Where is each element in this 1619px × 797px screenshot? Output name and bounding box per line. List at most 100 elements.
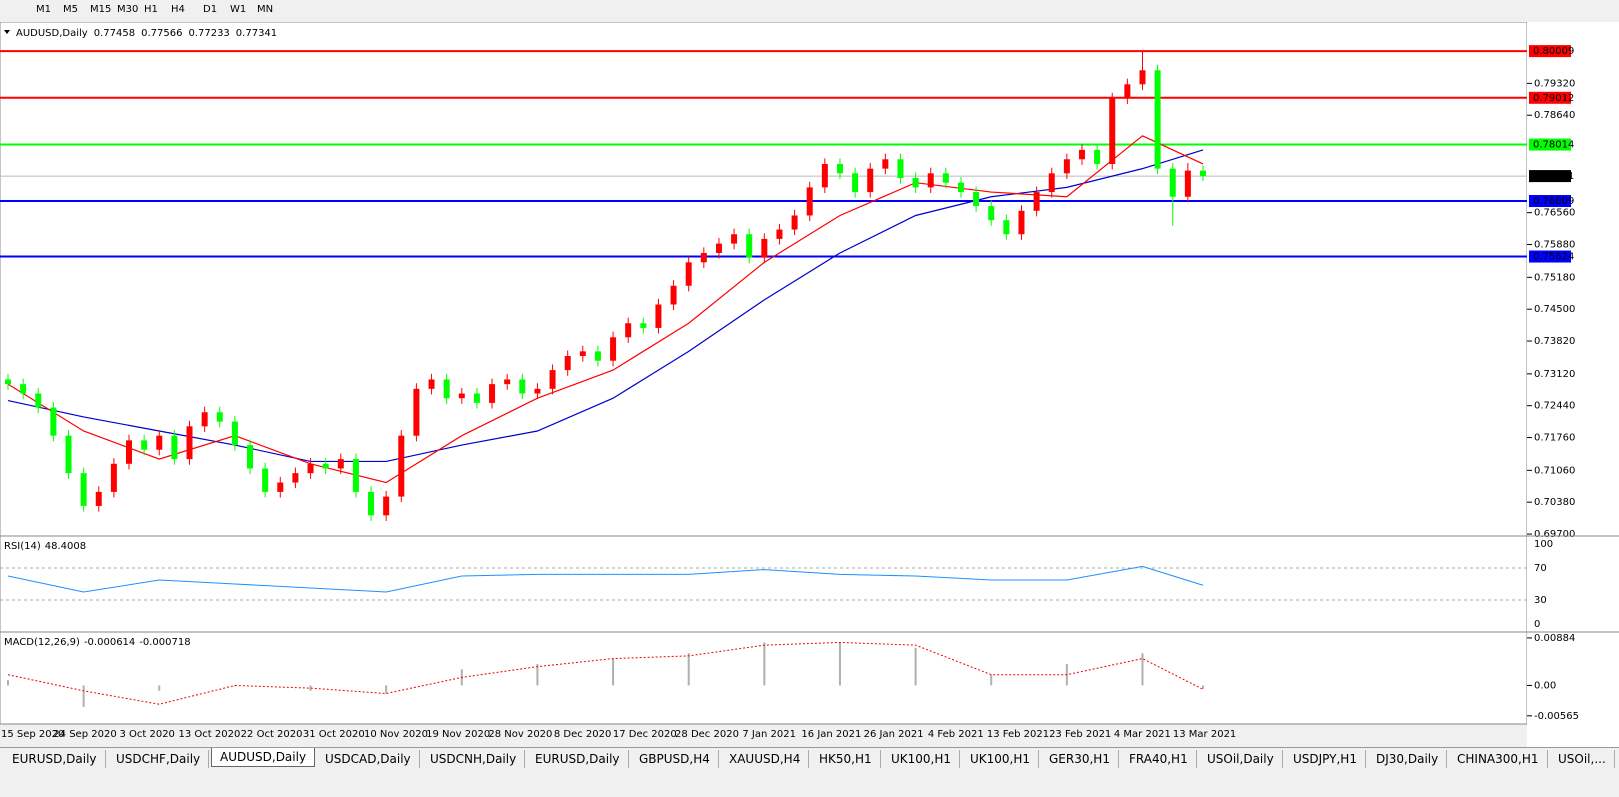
y-tick-label: 0.71760 [1534,433,1575,444]
chart-tab[interactable]: USDCHF,Daily [108,750,210,768]
candle-body [852,173,859,193]
timeframe-button[interactable]: M15 [90,4,112,15]
macd-bar [7,680,9,686]
x-tick-label: 4 Mar 2021 [1114,729,1171,740]
chart-tab[interactable]: GER30,H1 [1041,750,1119,768]
candle-body [292,473,299,483]
level-label-bg [1529,138,1571,151]
candle-body [458,393,465,399]
chart-tab[interactable]: XAUUSD,H4 [721,750,810,768]
x-tick-label: 23 Feb 2021 [1049,729,1111,740]
macd-signal-value: -0.000718 [139,637,190,648]
rsi-value: 48.4008 [45,541,86,552]
menu-arrow [4,30,10,34]
candle-body [927,173,934,188]
level-label-bg [1529,195,1571,208]
candle-body [1003,220,1010,235]
macd-tick-label: -0.00565 [1534,711,1579,722]
x-tick-label: 3 Oct 2020 [119,729,174,740]
candle-body [216,412,223,422]
macd-tick-label: 0.00884 [1534,633,1575,644]
timeframe-button[interactable]: M30 [117,4,139,15]
chart-tab[interactable]: AUDUSD,Daily [211,748,316,767]
candle-body [368,491,375,516]
candle-body [912,178,919,188]
timeframe-button[interactable]: W1 [230,4,247,15]
chart-tab[interactable]: EURUSD,Daily [527,750,629,768]
chart-tab[interactable]: CHINA300,H1 [1449,750,1548,768]
candle-body [1078,149,1085,160]
chart-header: AUDUSD,Daily 0.77458 0.77566 0.77233 0.77341 [16,28,277,39]
level-label: 0.75624 [1533,252,1574,263]
candle-body [806,187,813,216]
x-tick-label: 4 Feb 2021 [928,729,984,740]
candle-body [957,182,964,193]
candle-body [247,445,254,469]
chart-tab[interactable]: FRA40,H1 [1121,750,1197,768]
chart-tab[interactable]: USDJPY,H1 [1285,750,1366,768]
x-tick-label: 8 Dec 2020 [554,729,612,740]
timeframe-button[interactable]: MN [257,4,274,15]
candle-body [398,435,405,497]
chart-tab[interactable]: USOil,Daily [1199,750,1283,768]
candle-body [110,463,117,492]
candle-body [186,426,193,460]
chart-tab[interactable]: USDCNH,Daily [422,750,526,768]
chart-tab[interactable]: USDCAD,Daily [317,750,420,768]
timeframe-button[interactable]: D1 [203,4,218,15]
x-tick-label: 31 Oct 2020 [303,729,365,740]
x-tick-label: 28 Nov 2020 [488,729,552,740]
y-tick-label: 0.78640 [1534,110,1575,121]
chart-tab[interactable]: HK50,H1 [811,750,881,768]
candle-body [791,215,798,230]
candle-body [715,243,722,253]
timeframe-button[interactable]: M1 [36,4,51,15]
candle-body [1139,70,1146,85]
macd-bar [82,685,85,707]
level-label-bg [1529,91,1571,104]
candle-body [821,163,828,188]
candle-body [337,459,344,469]
macd-bar [914,647,917,686]
candle-body [1018,210,1025,235]
x-tick-label: 13 Mar 2021 [1173,729,1236,740]
candle-body [352,459,359,492]
candle-body [882,159,889,169]
x-tick-label: 16 Jan 2021 [801,729,861,740]
chart-tab[interactable]: DJ30,Daily [1368,750,1448,768]
y-tick-label: 0.76560 [1534,208,1575,219]
candle-body [1124,84,1131,99]
candle-body [307,463,314,474]
y-tick-label: 0.73820 [1534,336,1575,347]
moving-average [7,135,1204,484]
candle-body [867,168,874,193]
candle-body [1094,149,1101,164]
y-tick-label: 0.70380 [1534,497,1575,508]
candle-body [610,337,617,361]
macd-bar [612,658,615,686]
chart-tab[interactable]: USOil,... [1550,750,1615,768]
y-tick-label: 0.69700 [1534,529,1575,540]
timeframe-button[interactable]: H1 [144,4,158,15]
timeframe-button[interactable]: M5 [63,4,78,15]
chart-tab[interactable]: GBPUSD,H4 [631,750,719,768]
candle-body [640,323,647,328]
candle-body [519,379,526,394]
candle-body [504,379,511,385]
candle-body [20,384,27,394]
header-value: 0.77566 [141,28,182,39]
x-tick-label: 22 Oct 2020 [241,729,303,740]
macd-value: -0.000614 [84,637,135,648]
rsi-header: RSI(14) 48.4008 [4,541,86,552]
chart-tab[interactable]: UK100,H1 [962,750,1040,768]
macd-name: MACD(12,26,9) [4,637,80,648]
level-label: 0.76809 [1533,196,1574,207]
x-tick-label: 17 Dec 2020 [613,729,677,740]
timeframe-button[interactable]: H4 [171,4,185,15]
candle-body [489,384,496,403]
macd-bar [838,642,841,686]
chart-tab[interactable]: EURUSD,Daily [4,750,106,768]
chart-tab[interactable]: UK100,H1 [883,750,961,768]
macd-bar [158,685,161,691]
rsi-tick-label: 100 [1534,539,1553,550]
